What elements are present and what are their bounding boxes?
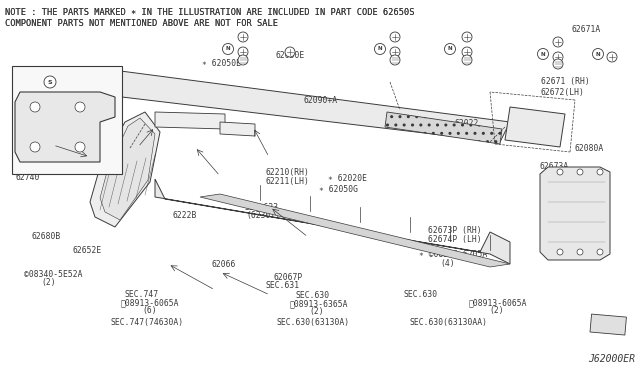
Circle shape (238, 47, 248, 57)
Circle shape (577, 249, 583, 255)
Polygon shape (540, 167, 610, 260)
Text: SEC.630(63130AA): SEC.630(63130AA) (410, 318, 488, 327)
Circle shape (285, 47, 295, 57)
Text: 62210(RH): 62210(RH) (266, 169, 310, 177)
Circle shape (390, 55, 400, 65)
Text: N: N (448, 46, 452, 51)
Text: (2): (2) (310, 307, 324, 316)
Polygon shape (505, 107, 565, 147)
Text: SEC.630: SEC.630 (403, 290, 437, 299)
Text: 62050E: 62050E (275, 51, 305, 60)
Circle shape (462, 32, 472, 42)
Text: 62650S: 62650S (52, 141, 82, 150)
Text: SEC.747: SEC.747 (124, 291, 158, 299)
Text: ∗ 62020E: ∗ 62020E (328, 174, 367, 183)
Text: COMPONENT PARTS NOT MENTIONED ABOVE ARE NOT FOR SALE: COMPONENT PARTS NOT MENTIONED ABOVE ARE … (5, 19, 278, 28)
Circle shape (577, 169, 583, 175)
Circle shape (44, 76, 56, 88)
Polygon shape (385, 112, 502, 144)
Circle shape (553, 52, 563, 62)
Circle shape (593, 48, 604, 60)
Circle shape (223, 44, 234, 55)
Text: ⓝ08913-6065A: ⓝ08913-6065A (120, 299, 179, 308)
Text: 62672(LH): 62672(LH) (541, 88, 585, 97)
Polygon shape (155, 112, 225, 129)
Circle shape (557, 249, 563, 255)
Text: 62022: 62022 (454, 119, 479, 128)
Polygon shape (220, 122, 255, 136)
Text: ⓝ08913-6065A: ⓝ08913-6065A (468, 298, 527, 307)
Circle shape (445, 44, 456, 55)
Text: ©08340-5E52A: ©08340-5E52A (24, 270, 83, 279)
Circle shape (75, 102, 85, 112)
Circle shape (374, 44, 385, 55)
Circle shape (30, 142, 40, 152)
Text: SEC.630: SEC.630 (296, 291, 330, 300)
Text: 62067P: 62067P (274, 273, 303, 282)
Circle shape (553, 59, 563, 69)
Polygon shape (100, 118, 155, 220)
Text: N: N (596, 51, 600, 57)
Text: 62680B: 62680B (32, 232, 61, 241)
Text: N: N (378, 46, 382, 51)
Text: (2): (2) (490, 306, 504, 315)
Text: COMPONENT PARTS NOT MENTIONED ABOVE ARE NOT FOR SALE: COMPONENT PARTS NOT MENTIONED ABOVE ARE … (5, 19, 278, 28)
Circle shape (390, 32, 400, 42)
Text: SEC.747(74630A): SEC.747(74630A) (111, 318, 184, 327)
Circle shape (597, 169, 603, 175)
Text: SEC.623: SEC.623 (244, 203, 278, 212)
Text: 62211(LH): 62211(LH) (266, 177, 310, 186)
Text: SEC.630(63130A): SEC.630(63130A) (276, 318, 349, 327)
Circle shape (462, 55, 472, 65)
Text: ∗ 62050E: ∗ 62050E (202, 59, 241, 68)
Text: NOTE : THE PARTS MARKED ∗ IN THE ILLUSTRATION ARE INCLUDED IN PART CODE 62650S: NOTE : THE PARTS MARKED ∗ IN THE ILLUSTR… (5, 8, 415, 17)
Circle shape (607, 52, 617, 62)
Circle shape (597, 249, 603, 255)
Text: 62673P (RH): 62673P (RH) (428, 226, 481, 235)
Circle shape (390, 47, 400, 57)
Circle shape (553, 37, 563, 47)
Polygon shape (90, 112, 160, 227)
Text: N: N (226, 46, 230, 51)
Circle shape (538, 48, 548, 60)
Text: 62674P (LH): 62674P (LH) (428, 235, 481, 244)
Text: 62652E: 62652E (72, 246, 102, 255)
Polygon shape (200, 194, 510, 267)
Text: N: N (541, 51, 545, 57)
Polygon shape (80, 67, 510, 142)
Text: SEC.631: SEC.631 (266, 281, 300, 290)
Text: 62671 (RH): 62671 (RH) (541, 77, 589, 86)
Text: 62066: 62066 (211, 260, 236, 269)
Text: J62000ER: J62000ER (588, 354, 635, 364)
Text: (6230I): (6230I) (246, 211, 280, 219)
Text: (4): (4) (440, 259, 455, 267)
Text: (6): (6) (142, 307, 157, 315)
Polygon shape (15, 92, 115, 162)
Circle shape (75, 142, 85, 152)
Text: 6222B: 6222B (173, 211, 197, 220)
Text: 62673A: 62673A (540, 162, 569, 171)
Polygon shape (155, 179, 510, 264)
Circle shape (557, 169, 563, 175)
Circle shape (30, 102, 40, 112)
Text: ⓝ08913-6365A: ⓝ08913-6365A (290, 299, 348, 308)
Text: 62067P: 62067P (85, 160, 115, 169)
Circle shape (238, 55, 248, 65)
Text: 62080A: 62080A (575, 144, 604, 153)
Text: S: S (48, 80, 52, 84)
Text: NOTE : THE PARTS MARKED ∗ IN THE ILLUSTRATION ARE INCLUDED IN PART CODE 62650S: NOTE : THE PARTS MARKED ∗ IN THE ILLUSTR… (5, 8, 415, 17)
Text: 62671A: 62671A (572, 25, 601, 34)
Text: 62090+A: 62090+A (304, 96, 338, 105)
Circle shape (238, 32, 248, 42)
Bar (12, 66, 122, 174)
Text: (2): (2) (42, 278, 56, 287)
Text: ∗ ©08566-6205A: ∗ ©08566-6205A (419, 250, 487, 259)
Circle shape (462, 47, 472, 57)
Text: 62740: 62740 (16, 173, 40, 182)
Bar (590, 314, 627, 335)
Text: ∗ 62050G: ∗ 62050G (319, 185, 358, 194)
